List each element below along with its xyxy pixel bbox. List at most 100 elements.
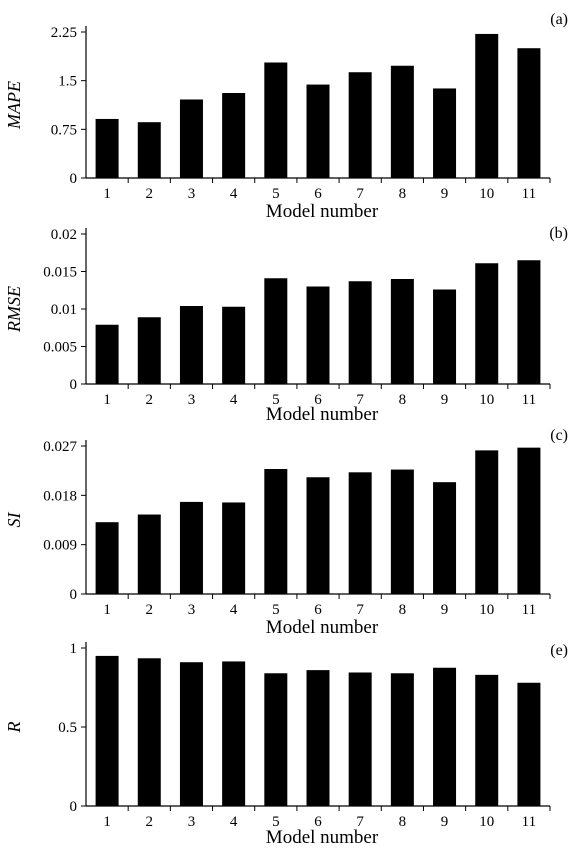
x-tick-label: 8 bbox=[399, 602, 407, 618]
x-tick-label: 11 bbox=[522, 814, 536, 830]
bar-model-2 bbox=[137, 317, 161, 384]
bar-model-9 bbox=[433, 289, 457, 384]
y-tick-label: 2.25 bbox=[51, 25, 77, 41]
x-tick-label: 7 bbox=[356, 392, 364, 408]
bar-model-4 bbox=[222, 92, 246, 178]
bar-model-1 bbox=[95, 324, 119, 384]
x-tick-label: 4 bbox=[230, 602, 238, 618]
bar-model-8 bbox=[390, 673, 414, 806]
bar-model-6 bbox=[306, 286, 330, 384]
bar-model-4 bbox=[222, 661, 246, 806]
bar-model-4 bbox=[222, 306, 246, 384]
x-tick-label: 10 bbox=[479, 602, 494, 618]
x-tick-label: 6 bbox=[314, 392, 322, 408]
panel-label: (b) bbox=[549, 225, 568, 242]
bar-model-8 bbox=[390, 65, 414, 178]
bar-model-9 bbox=[433, 667, 457, 806]
bar-model-5 bbox=[264, 673, 288, 806]
x-axis-title: Model number bbox=[266, 201, 379, 222]
bar-model-7 bbox=[348, 672, 372, 806]
bar-model-3 bbox=[179, 501, 203, 594]
x-tick-label: 10 bbox=[479, 814, 494, 830]
y-tick-label: 0 bbox=[70, 799, 78, 815]
y-tick-label: 0.02 bbox=[51, 227, 77, 243]
panel-label: (c) bbox=[550, 427, 568, 444]
bar-model-8 bbox=[390, 279, 414, 384]
x-tick-label: 6 bbox=[314, 186, 322, 202]
chart-panel-1: 0 0.75 1.5 2.25 1 2 3 4 5 6 7 8 9 10 11 Model number MAP… bbox=[4, 11, 568, 222]
y-tick-label: 0 bbox=[70, 171, 78, 187]
y-tick-label: 0.027 bbox=[43, 439, 77, 455]
y-tick-label: 0 bbox=[70, 587, 78, 603]
x-tick-label: 2 bbox=[146, 186, 154, 202]
x-tick-label: 2 bbox=[146, 602, 154, 618]
bar-model-5 bbox=[264, 62, 288, 179]
x-tick-label: 1 bbox=[103, 602, 111, 618]
x-tick-label: 3 bbox=[188, 602, 196, 618]
bar-model-9 bbox=[433, 88, 457, 178]
x-tick-label: 7 bbox=[356, 602, 364, 618]
y-axis-title: MAPE bbox=[4, 81, 24, 130]
bar-model-9 bbox=[433, 482, 457, 594]
x-tick-label: 4 bbox=[230, 186, 238, 202]
bar-model-11 bbox=[517, 260, 541, 384]
x-tick-label: 4 bbox=[230, 392, 238, 408]
bar-model-5 bbox=[264, 278, 288, 384]
bar-model-11 bbox=[517, 447, 541, 594]
y-tick-label: 0.5 bbox=[58, 720, 77, 736]
y-tick-label: 0.01 bbox=[51, 302, 77, 318]
y-axis-title: SI bbox=[4, 512, 24, 528]
bar-model-7 bbox=[348, 281, 372, 384]
bar-model-3 bbox=[179, 99, 203, 178]
bar-model-6 bbox=[306, 84, 330, 178]
bar-model-10 bbox=[475, 674, 499, 806]
bar-model-3 bbox=[179, 306, 203, 384]
x-tick-label: 1 bbox=[103, 186, 111, 202]
bar-model-1 bbox=[95, 118, 119, 178]
y-tick-label: 0.009 bbox=[43, 538, 77, 554]
x-tick-label: 9 bbox=[441, 392, 449, 408]
panel-label: (e) bbox=[550, 642, 568, 659]
bar-model-1 bbox=[95, 655, 119, 806]
x-tick-label: 2 bbox=[146, 392, 154, 408]
y-tick-label: 0 bbox=[70, 377, 78, 393]
y-tick-label: 0.75 bbox=[51, 122, 77, 138]
y-axis-title: RMSE bbox=[4, 286, 24, 333]
bar-model-10 bbox=[475, 450, 499, 594]
bar-model-11 bbox=[517, 682, 541, 806]
y-tick-label: 0.018 bbox=[43, 488, 77, 504]
y-tick-label: 0.005 bbox=[43, 340, 77, 356]
x-tick-label: 8 bbox=[399, 392, 407, 408]
y-tick-label: 1 bbox=[70, 641, 78, 657]
chart-panel-2: 0 0.005 0.01 0.015 0.02 1 2 3 4 5 6 7 8 9 10 11 Model nu… bbox=[4, 225, 568, 425]
x-tick-label: 11 bbox=[522, 392, 536, 408]
chart-panel-3: 0 0.009 0.018 0.027 1 2 3 4 5 6 7 8 9 10 11 Model numbe… bbox=[4, 427, 568, 638]
bar-model-2 bbox=[137, 122, 161, 178]
x-tick-label: 10 bbox=[479, 392, 494, 408]
x-tick-label: 3 bbox=[188, 392, 196, 408]
x-tick-label: 6 bbox=[314, 814, 322, 830]
x-tick-label: 5 bbox=[272, 186, 280, 202]
y-axis-title: R bbox=[4, 722, 24, 734]
x-tick-label: 1 bbox=[103, 392, 111, 408]
x-tick-label: 3 bbox=[188, 186, 196, 202]
bar-model-10 bbox=[475, 33, 499, 178]
x-axis-title: Model number bbox=[266, 827, 379, 848]
x-tick-label: 9 bbox=[441, 602, 449, 618]
x-axis-title: Model number bbox=[266, 617, 379, 638]
x-tick-label: 11 bbox=[522, 602, 536, 618]
bar-model-11 bbox=[517, 48, 541, 178]
x-axis-title: Model number bbox=[266, 404, 379, 425]
x-tick-label: 5 bbox=[272, 602, 280, 618]
x-tick-label: 6 bbox=[314, 602, 322, 618]
x-tick-label: 1 bbox=[103, 814, 111, 830]
bar-model-7 bbox=[348, 72, 372, 178]
x-tick-label: 3 bbox=[188, 814, 196, 830]
bar-model-10 bbox=[475, 263, 499, 384]
bar-model-4 bbox=[222, 502, 246, 594]
x-tick-label: 2 bbox=[146, 814, 154, 830]
x-tick-label: 8 bbox=[399, 186, 407, 202]
y-tick-label: 1.5 bbox=[58, 74, 77, 90]
